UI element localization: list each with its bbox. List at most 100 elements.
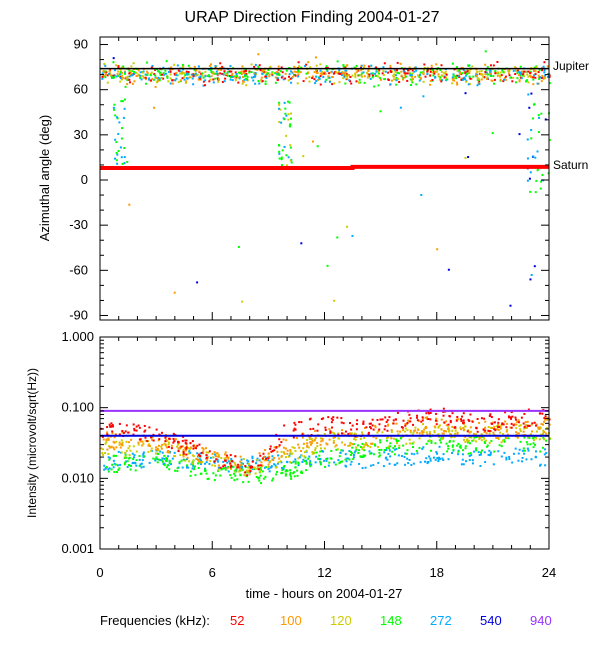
intensity-point (214, 453, 217, 456)
intensity-point (421, 433, 424, 436)
intensity-point (372, 453, 375, 456)
azimuth-point (509, 76, 512, 79)
intensity-point (102, 453, 105, 456)
intensity-point (265, 466, 268, 469)
intensity-point (282, 438, 285, 441)
intensity-point (229, 462, 232, 465)
intensity-point (321, 449, 324, 452)
intensity-point (320, 418, 323, 421)
intensity-point (361, 446, 364, 449)
azimuth-point (240, 70, 243, 73)
azimuth-point (437, 75, 440, 78)
intensity-point (395, 440, 398, 443)
intensity-point (221, 467, 224, 470)
azimuth-point (130, 65, 133, 68)
azimuth-point (540, 76, 543, 79)
azimuth-point (378, 69, 381, 72)
intensity-point (313, 438, 316, 441)
azimuth-point (119, 73, 122, 76)
intensity-point (143, 424, 146, 427)
azimuth-point (161, 73, 164, 76)
intensity-point (438, 424, 441, 427)
intensity-point (140, 462, 143, 465)
azimuth-point (197, 78, 200, 81)
azimuth-point (288, 73, 291, 76)
intensity-point (369, 422, 372, 425)
azimuth-point (186, 72, 189, 75)
intensity-point (359, 437, 362, 440)
azimuth-point (468, 69, 471, 72)
azimuth-point (108, 72, 111, 75)
intensity-point (298, 421, 301, 424)
intensity-point (142, 465, 145, 468)
intensity-point (108, 467, 111, 470)
intensity-point (358, 462, 361, 465)
intensity-point (190, 470, 193, 473)
intensity-point (234, 455, 237, 458)
intensity-point (172, 437, 175, 440)
azimuth-point (234, 71, 237, 74)
azimuth-point (276, 73, 279, 76)
azimuth-point (262, 71, 265, 74)
intensity-point (113, 448, 116, 451)
intensity-point (314, 429, 317, 432)
intensity-point (300, 454, 303, 457)
azimuth-point (437, 73, 440, 76)
intensity-point (192, 444, 195, 447)
azimuth-point (104, 75, 107, 78)
intensity-point (170, 444, 173, 447)
intensity-point (107, 470, 110, 473)
intensity-point (132, 433, 135, 436)
intensity-point (402, 444, 405, 447)
intensity-point (405, 442, 408, 445)
intensity-point (303, 455, 306, 458)
intensity-point (205, 454, 208, 457)
intensity-point (408, 458, 411, 461)
azimuth-point (440, 80, 443, 83)
azimuth-point (389, 64, 392, 67)
azimuth-point (284, 107, 287, 110)
intensity-point (104, 452, 107, 455)
azimuth-point (137, 73, 140, 76)
intensity-point (362, 420, 365, 423)
azimuth-point (408, 66, 411, 69)
azimuth-point (126, 75, 129, 78)
intensity-point (181, 445, 184, 448)
azimuth-point (478, 82, 481, 85)
intensity-point (471, 462, 474, 465)
azimuth-point (173, 72, 176, 75)
azimuth-point (443, 72, 446, 75)
intensity-point (258, 452, 261, 455)
azimuth-point (382, 74, 385, 77)
azimuth-point (181, 63, 184, 66)
intensity-point (155, 448, 158, 451)
intensity-point (388, 447, 391, 450)
intensity-point (163, 464, 166, 467)
azimuth-point (336, 60, 339, 63)
intensity-point (405, 423, 408, 426)
intensity-point (217, 469, 220, 472)
intensity-point (271, 450, 274, 453)
azimuth-point (485, 68, 488, 71)
intensity-point (247, 470, 250, 473)
azimuth-point (231, 79, 234, 82)
azimuth-point (115, 64, 118, 67)
intensity-point (424, 460, 427, 463)
azimuth-point (390, 71, 393, 74)
intensity-point (294, 449, 297, 452)
intensity-point (213, 464, 216, 467)
intensity-point (349, 432, 352, 435)
intensity-point (287, 455, 290, 458)
azimuth-point (392, 74, 395, 77)
intensity-point (519, 424, 522, 427)
azimuth-point (241, 82, 244, 85)
intensity-point (103, 468, 106, 471)
intensity-point (299, 449, 302, 452)
intensity-point (504, 420, 507, 423)
intensity-point (514, 447, 517, 450)
azimuth-point (461, 66, 464, 69)
azimuth-point (275, 72, 278, 75)
intensity-point (404, 424, 407, 427)
intensity-point (467, 452, 470, 455)
azimuth-point (131, 70, 134, 73)
